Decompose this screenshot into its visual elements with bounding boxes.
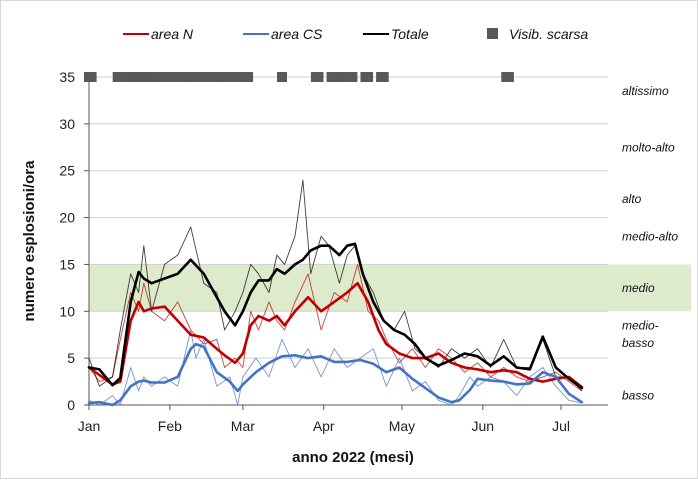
visib-marker (276, 72, 287, 82)
x-tick-label: Jun (472, 418, 495, 434)
x-tick-label: Mar (231, 418, 255, 434)
x-tick-label: Jul (552, 418, 570, 434)
visib-marker (378, 72, 389, 82)
series-line-area_n (87, 281, 584, 389)
y-tick-label: 5 (67, 350, 75, 366)
series-daily-totale (88, 179, 583, 392)
level-label: medio (622, 281, 655, 295)
visib-layer (84, 72, 514, 82)
y-tick-label: 0 (67, 397, 75, 413)
visib-marker (232, 72, 243, 82)
legend-label: Totale (391, 26, 429, 42)
level-label: altissimo (622, 84, 669, 98)
level-label: medio- (622, 318, 659, 332)
visib-marker (243, 72, 254, 82)
visib-marker (211, 72, 222, 82)
level-label: medio-alto (622, 229, 678, 243)
visib-marker (86, 72, 97, 82)
x-tick-label: Feb (158, 418, 182, 434)
level-label: molto-alto (622, 140, 675, 154)
legend-label: Visib. scarsa (509, 26, 588, 42)
legend: area N area CS Totale Visib. scarsa (123, 26, 588, 42)
visib-marker (336, 72, 347, 82)
level-layer: altissimo molto-alto alto medio-alto medio me… (622, 84, 678, 403)
series-daily-area_cs (88, 329, 582, 406)
visib-marker (164, 72, 175, 82)
grid-layer (89, 76, 608, 359)
y-tick-label: 15 (59, 256, 75, 272)
series-line-totale (87, 242, 584, 390)
visib-marker (363, 72, 374, 82)
level-label: basso (622, 336, 654, 350)
visib-marker (203, 72, 214, 82)
y-tick-label: 20 (59, 210, 75, 226)
x-tick-label: May (389, 418, 415, 434)
legend-label: area N (151, 26, 194, 42)
visib-marker (313, 72, 324, 82)
y-tick-label: 10 (59, 303, 75, 319)
axis-layer: 0 5 10 15 20 25 30 35 Jan Feb Mar Apr May Jun Jul (59, 69, 608, 434)
visib-marker (222, 72, 233, 82)
legend-marker-visib (487, 28, 498, 39)
level-label: alto (622, 192, 642, 206)
visib-marker (347, 72, 358, 82)
series-line-area_cs (87, 342, 584, 407)
visib-marker (503, 72, 514, 82)
x-axis-title: anno 2022 (mesi) (292, 449, 414, 466)
y-tick-label: 30 (59, 116, 75, 132)
band-layer (89, 264, 691, 312)
visib-marker (128, 72, 139, 82)
series-layer (87, 179, 584, 407)
level-label: basso (622, 389, 654, 403)
visib-marker (177, 72, 188, 82)
y-tick-label: 25 (59, 163, 75, 179)
x-tick-label: Apr (313, 418, 335, 434)
x-tick-label: Jan (78, 418, 101, 434)
visib-marker (190, 72, 201, 82)
y-tick-label: 35 (59, 69, 75, 85)
legend-label: area CS (271, 26, 323, 42)
medio-band (89, 264, 691, 312)
visib-marker (120, 72, 131, 82)
y-axis-title: numero esplosioni/ora (21, 160, 38, 322)
visib-marker (146, 72, 157, 82)
